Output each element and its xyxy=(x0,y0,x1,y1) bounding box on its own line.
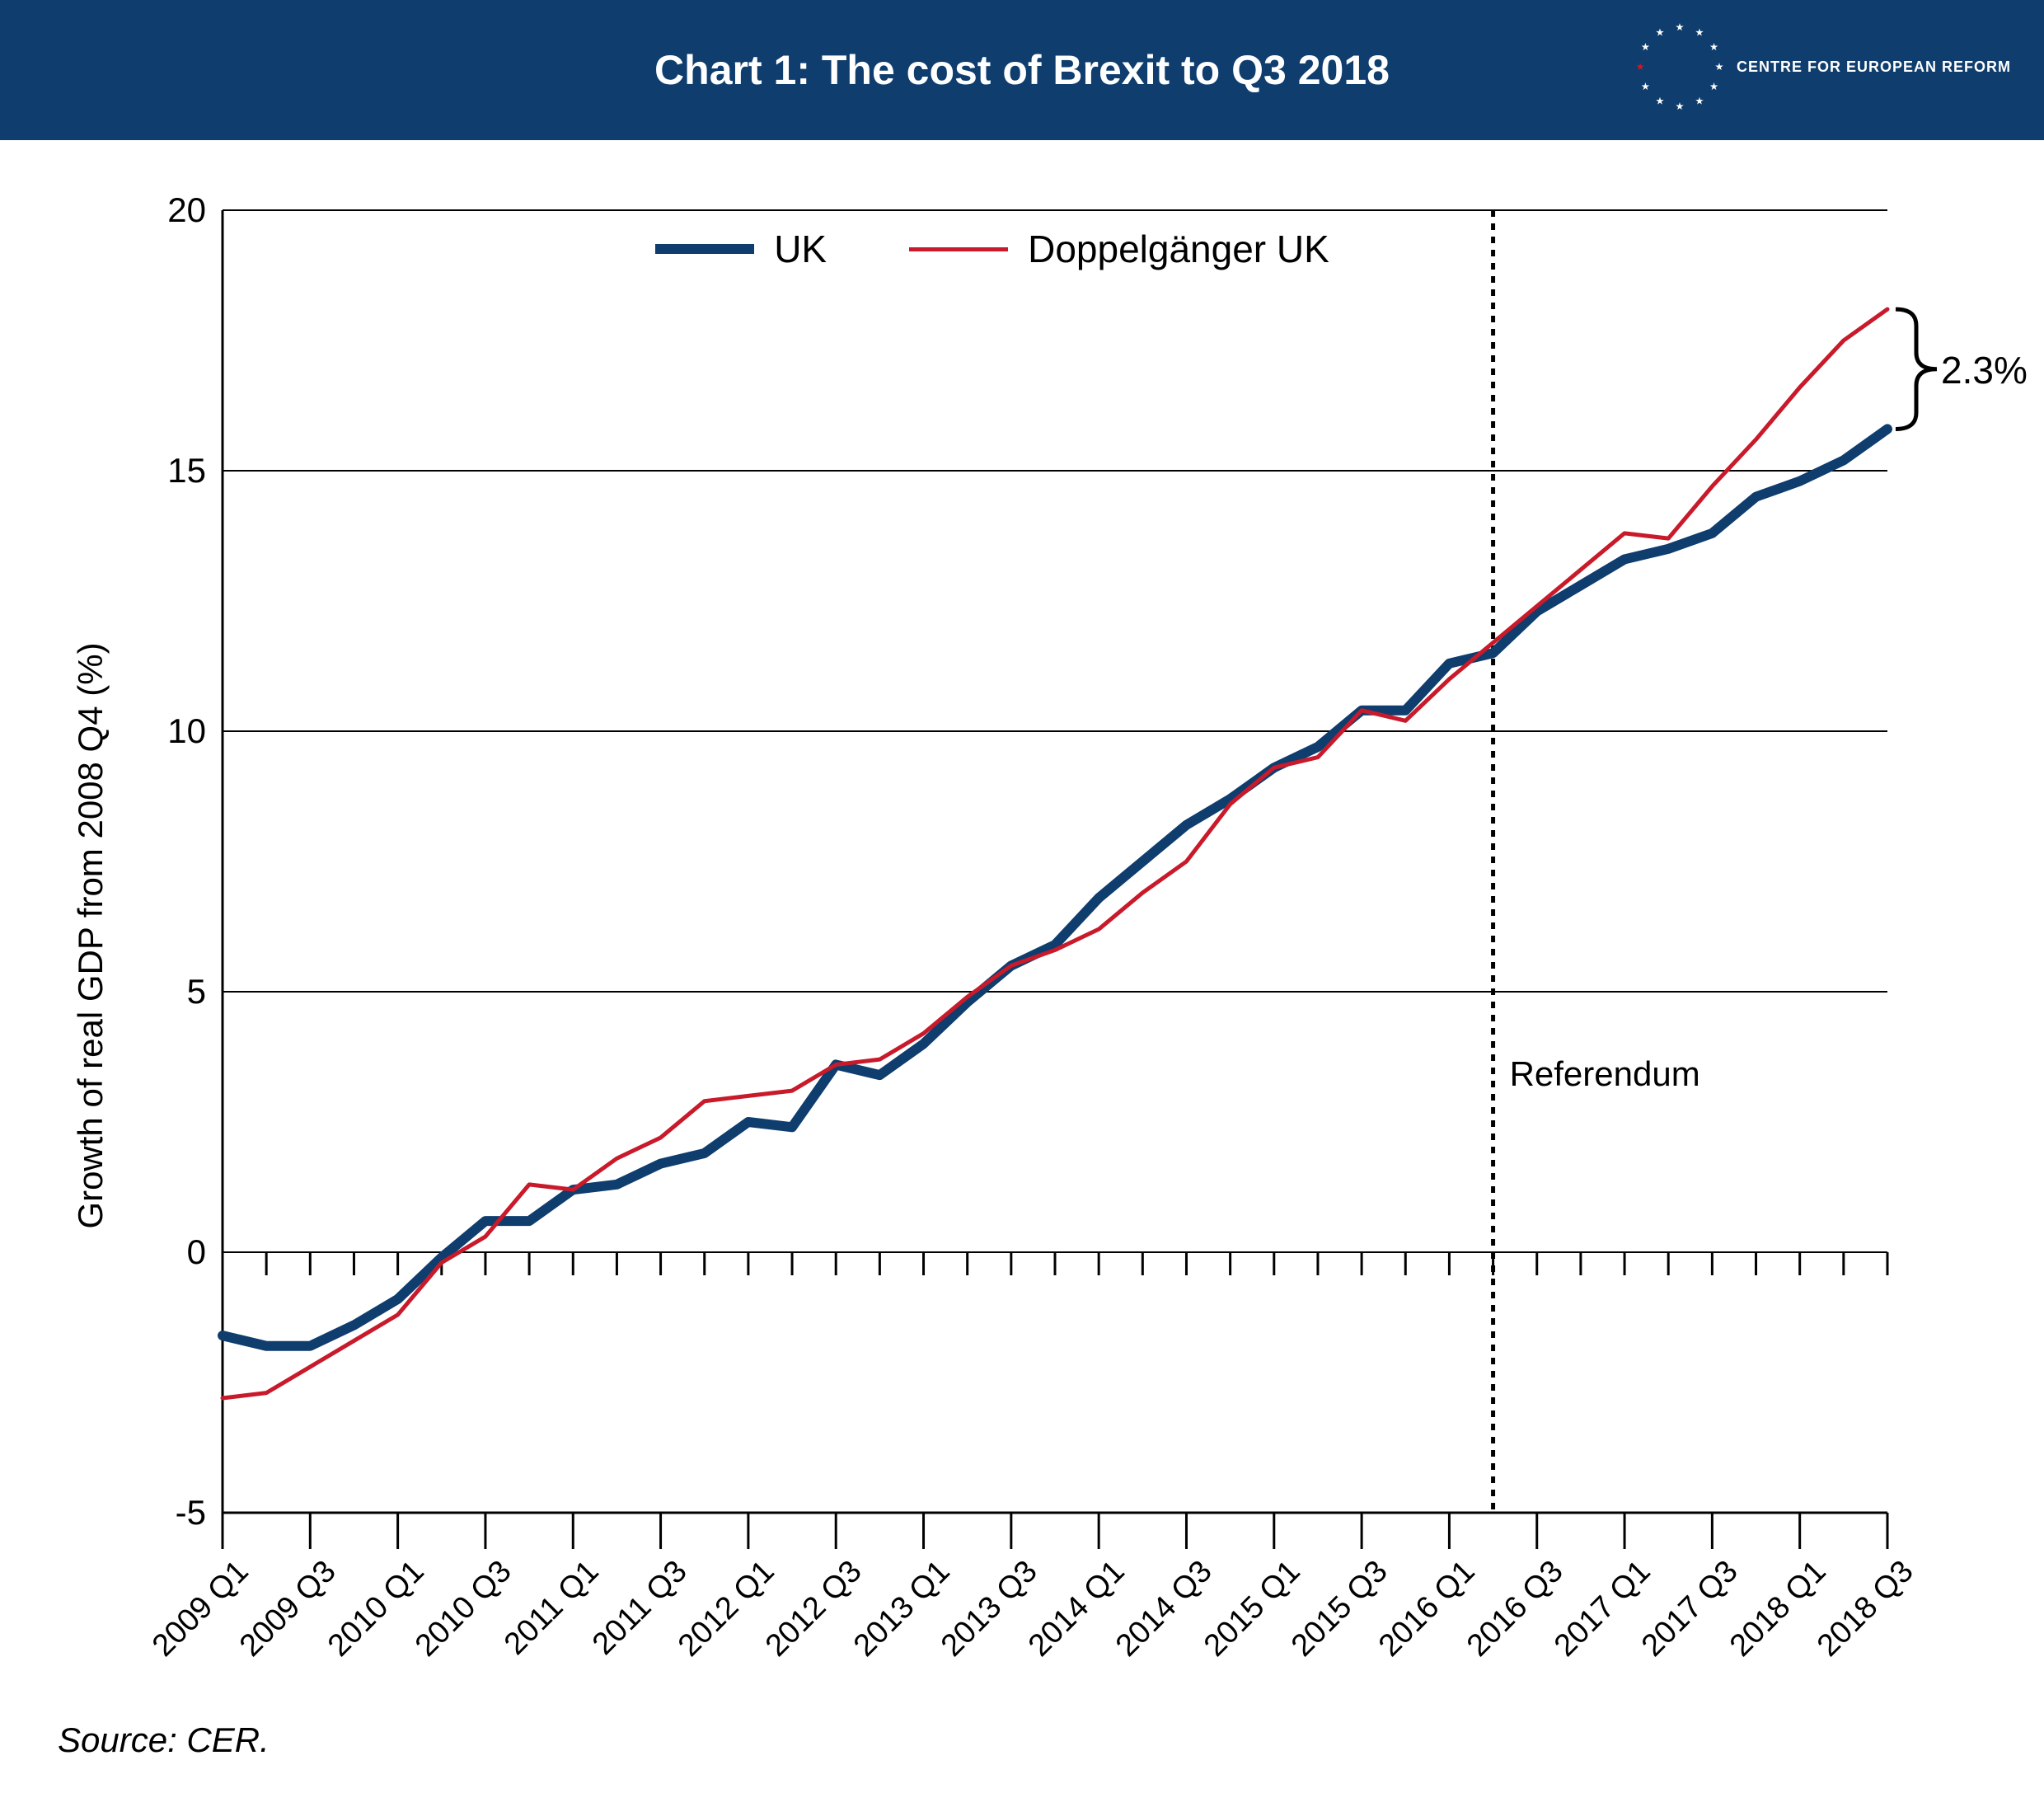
legend-item-doppelganger: Doppelgänger UK xyxy=(909,227,1329,271)
source-text: Source: CER. xyxy=(58,1720,270,1760)
page-root: Chart 1: The cost of Brexit to Q3 2018 C… xyxy=(0,0,2044,1793)
line-chart xyxy=(74,202,1970,1669)
eu-stars-icon xyxy=(1634,21,1725,112)
org-badge: CENTRE FOR EUROPEAN REFORM xyxy=(1634,21,2011,112)
y-tick-label: -5 xyxy=(157,1493,206,1532)
legend-swatch-uk xyxy=(655,244,754,254)
y-tick-label: 10 xyxy=(157,711,206,751)
gap-annotation: 2.3% xyxy=(1941,348,2028,392)
y-tick-label: 5 xyxy=(157,972,206,1011)
org-name: CENTRE FOR EUROPEAN REFORM xyxy=(1737,59,2011,75)
chart-area: Growth of real GDP from 2008 Q4 (%) UK D… xyxy=(74,202,1970,1669)
y-tick-label: 20 xyxy=(157,190,206,230)
legend-label-doppelganger: Doppelgänger UK xyxy=(1028,227,1329,271)
legend-item-uk: UK xyxy=(655,227,827,271)
y-tick-label: 15 xyxy=(157,451,206,490)
legend-label-uk: UK xyxy=(774,227,827,271)
header-bar: Chart 1: The cost of Brexit to Q3 2018 C… xyxy=(0,0,2044,140)
chart-title: Chart 1: The cost of Brexit to Q3 2018 xyxy=(654,46,1390,94)
referendum-label: Referendum xyxy=(1510,1054,1700,1094)
legend-swatch-doppelganger xyxy=(909,247,1008,251)
y-tick-label: 0 xyxy=(157,1232,206,1272)
legend: UK Doppelgänger UK xyxy=(655,227,1329,271)
